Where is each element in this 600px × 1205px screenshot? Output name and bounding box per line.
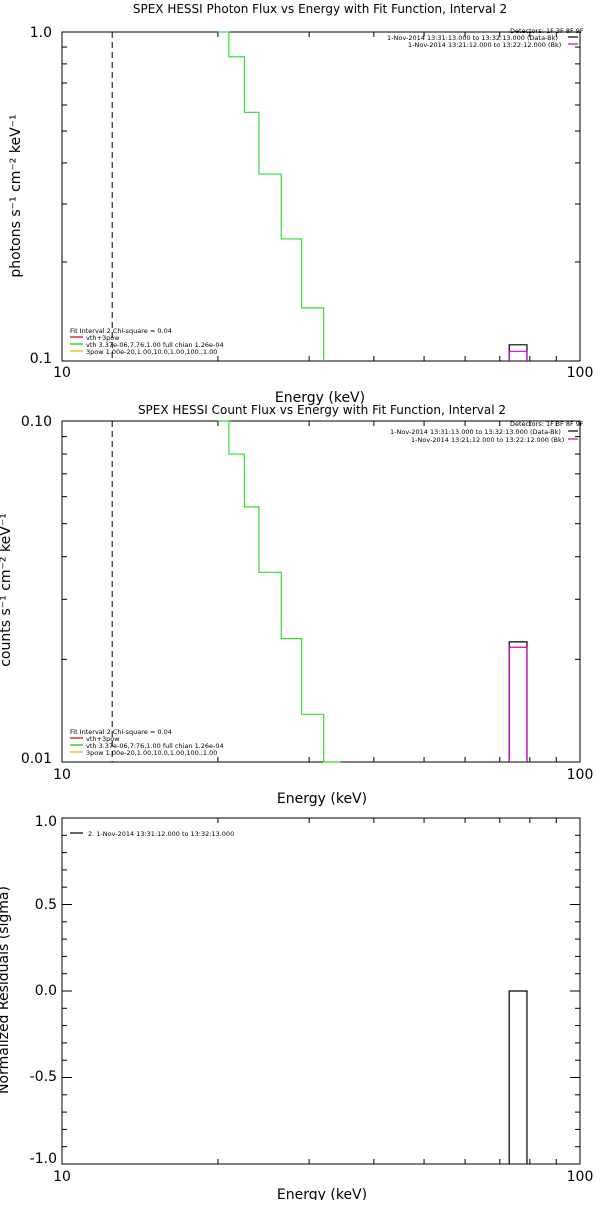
x-axis-label: Energy (keV) xyxy=(275,390,365,406)
plot-area xyxy=(61,420,581,763)
x-tick-label-10: 10 xyxy=(53,365,71,381)
y-axis-label: Normalized Residuals (sigma) xyxy=(0,886,12,1094)
y-tick-label-1: 1.0 xyxy=(35,814,57,830)
fit-item-model: vth+3pow xyxy=(86,735,120,743)
y-axis-label: photons s⁻¹ cm⁻² keV⁻¹ xyxy=(8,114,24,277)
fit-item-3pow: 3pow 1.00e-20,1.00,10.0,1.00,100.,1.00 xyxy=(86,749,217,757)
y-axis-label: counts s⁻¹ cm⁻² keV⁻¹ xyxy=(0,513,14,667)
chart-title: SPEX HESSI Photon Flux vs Energy with Fi… xyxy=(133,2,507,16)
x-tick-label-10: 10 xyxy=(53,1169,71,1185)
x-axis-label: Energy (keV) xyxy=(277,1187,367,1200)
chart-title: SPEX HESSI Count Flux vs Energy with Fit… xyxy=(138,403,506,417)
legend-item-data-bk: 1-Nov-2014 13:31:13.000 to 13:32:13.000 … xyxy=(387,34,558,42)
plot-frame xyxy=(61,817,581,1165)
fit-item-3pow: 3pow 1.00e-20,1.00,10.0,1.00,100.,1.00 xyxy=(86,348,217,356)
legend-item-bk: 1-Nov-2014 13:21:12.000 to 13:22:12.000 … xyxy=(408,41,561,49)
series-vth xyxy=(217,31,325,361)
y-tick-label-max: 1.0 xyxy=(30,25,52,41)
plot-area xyxy=(61,31,581,362)
series-data-bk xyxy=(508,641,528,762)
residual-legend-item: 2. 1-Nov-2014 13:31:12.000 to 13:32:13.0… xyxy=(88,830,234,838)
y-tick-label-0: 0.0 xyxy=(35,983,57,999)
x-tick-label-100: 100 xyxy=(567,767,594,783)
fit-item-vth: vth 3.37e-06,7.76,1.00 full chian 1.26e-… xyxy=(86,742,224,750)
y-tick-label-min: 0.01 xyxy=(21,751,52,767)
fit-item-model: vth+3pow xyxy=(86,334,120,342)
y-tick-label-0-5: 0.5 xyxy=(35,897,57,913)
series-data-bk xyxy=(508,344,528,361)
x-axis-label: Energy (keV) xyxy=(277,791,367,807)
series-bk xyxy=(508,350,528,361)
legend-detectors: Detectors: 1F 3F 8F 9F xyxy=(510,27,584,35)
x-tick-label-10: 10 xyxy=(53,767,71,783)
y-tick-label-minus-0-5: -0.5 xyxy=(30,1069,57,1085)
y-tick-label-max: 0.10 xyxy=(21,414,52,430)
series-residual xyxy=(508,990,528,1164)
fit-info: Fit Interval 2 Chi-square = 0.04 xyxy=(70,327,172,335)
fit-info: Fit Interval 2 Chi-square = 0.04 xyxy=(70,728,172,736)
panel-residuals: Energy (keV) Normalized Residuals (sigma… xyxy=(0,814,594,1203)
y-tick-label-minus-1: -1.0 xyxy=(30,1151,57,1167)
legend-item-data-bk: 1-Nov-2014 13:31:13.000 to 13:32:13.000 … xyxy=(390,428,561,436)
plot-area xyxy=(61,817,581,1165)
plot-frame xyxy=(61,420,581,763)
legend-item-bk: 1-Nov-2014 13:21:12.000 to 13:22:12.000 … xyxy=(411,436,564,444)
plot-frame xyxy=(61,31,581,362)
fit-item-vth: vth 3.37e-06,7.76,1.00 full chian 1.26e-… xyxy=(86,341,224,349)
x-tick-label-100: 100 xyxy=(567,365,594,381)
y-tick-label-min: 0.1 xyxy=(30,351,52,367)
legend-detectors: Detectors: 1F 3F 8F 9F xyxy=(510,420,584,428)
panel-photon-flux: SPEX HESSI Photon Flux vs Energy with Fi… xyxy=(8,2,593,406)
series-bk xyxy=(508,646,528,762)
series-vth xyxy=(217,420,341,763)
x-tick-label-100: 100 xyxy=(567,1169,594,1185)
panel-count-flux: SPEX HESSI Count Flux vs Energy with Fit… xyxy=(0,403,593,807)
